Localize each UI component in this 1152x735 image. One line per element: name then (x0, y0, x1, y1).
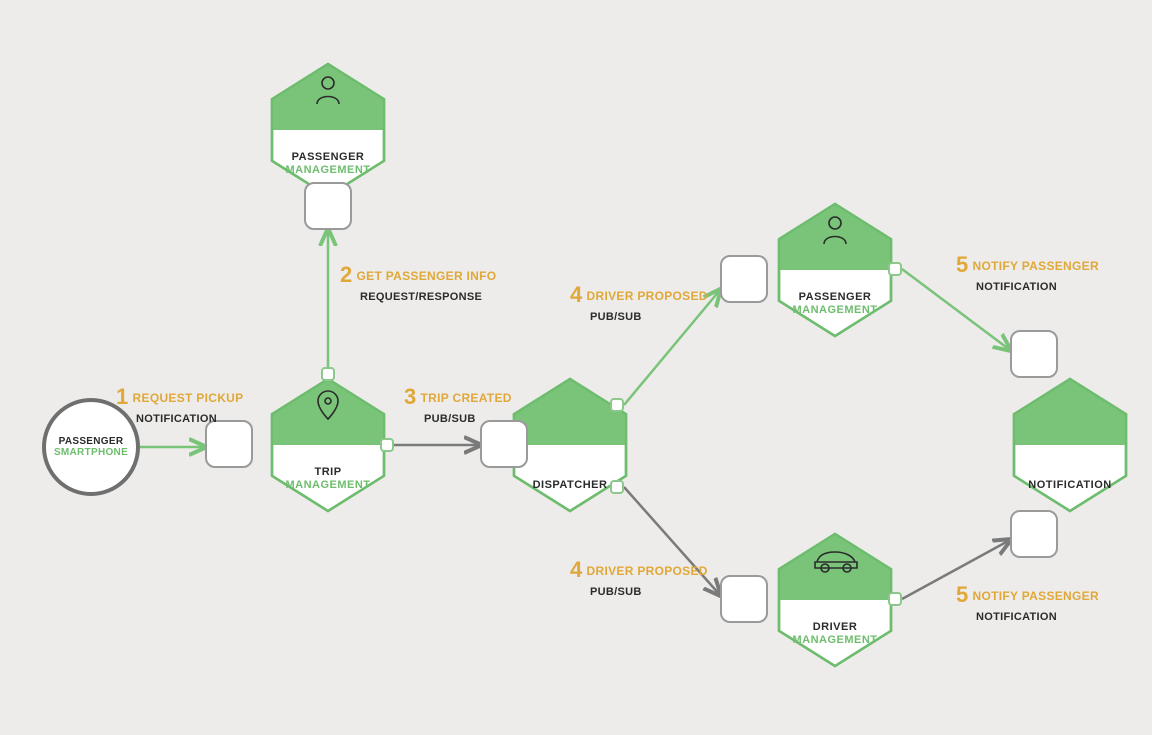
edge-label-4a: 4DRIVER PROPOSEDPUB/SUB (570, 280, 708, 325)
port-box (304, 182, 352, 230)
edge-label-5a: 5NOTIFY PASSENGERNOTIFICATION (956, 250, 1099, 295)
edge-label-1: 1REQUEST PICKUPNOTIFICATION (116, 382, 243, 427)
diagram-canvas: PASSENGER SMARTPHONE TRIPMANAGEMENT PASS… (0, 0, 1152, 735)
passenger-management-right-node: PASSENGERMANAGEMENT (775, 200, 895, 340)
node-label: SMARTPHONE (54, 447, 128, 458)
port-box (1010, 330, 1058, 378)
port-box (205, 420, 253, 468)
port-small (610, 398, 624, 412)
port-box (720, 255, 768, 303)
edge-label-3: 3TRIP CREATEDPUB/SUB (404, 382, 512, 427)
driver-management-node: DRIVERMANAGEMENT (775, 530, 895, 670)
trip-management-node: TRIPMANAGEMENT (268, 375, 388, 515)
passenger-management-top-node: PASSENGERMANAGEMENT (268, 60, 388, 200)
edge-label-5b: 5NOTIFY PASSENGERNOTIFICATION (956, 580, 1099, 625)
port-small (380, 438, 394, 452)
edge-label-4b: 4DRIVER PROPOSEDPUB/SUB (570, 555, 708, 600)
notification-node: NOTIFICATION (1010, 375, 1130, 515)
port-box (480, 420, 528, 468)
edges-layer (0, 0, 1152, 735)
port-box (720, 575, 768, 623)
port-small (888, 262, 902, 276)
port-box (1010, 510, 1058, 558)
node-label: PASSENGER (54, 436, 128, 447)
dispatcher-node: DISPATCHER (510, 375, 630, 515)
port-small (888, 592, 902, 606)
port-small (321, 367, 335, 381)
edge-label-2: 2GET PASSENGER INFOREQUEST/RESPONSE (340, 260, 496, 305)
port-small (610, 480, 624, 494)
